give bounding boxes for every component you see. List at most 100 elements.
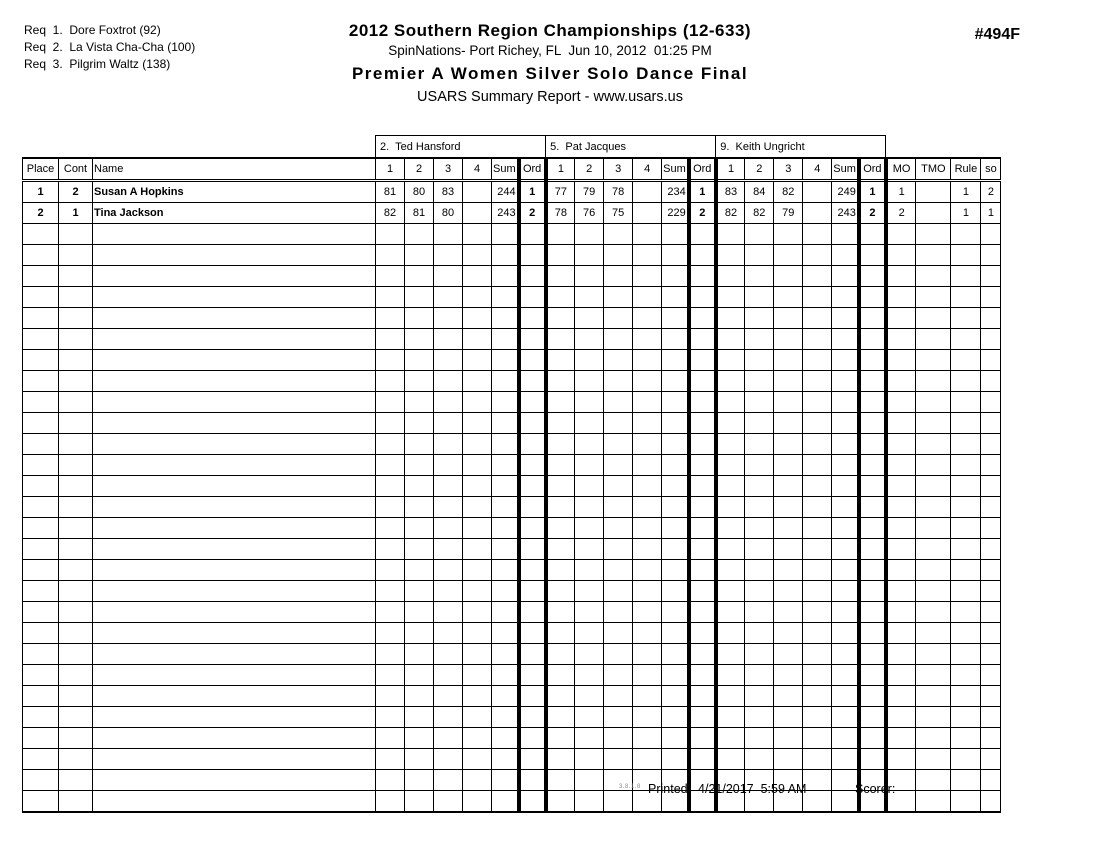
- score-cell: [632, 622, 663, 644]
- score-cell: [433, 706, 463, 728]
- score-cell: 82: [715, 202, 746, 224]
- rule-cell: [950, 391, 982, 413]
- name-cell: [92, 790, 376, 813]
- mo-cell: [885, 538, 917, 560]
- score-cell: 82: [744, 202, 775, 224]
- ord-cell: [856, 328, 888, 350]
- tmo-cell: [915, 349, 952, 371]
- so-cell: [980, 412, 1002, 434]
- score-cell: [715, 643, 746, 665]
- score-cell: [715, 601, 746, 623]
- ord-cell: [686, 664, 718, 686]
- ord-cell: [856, 286, 888, 308]
- score-cell: [632, 685, 663, 707]
- name-cell: [92, 580, 376, 602]
- score-cell: [574, 664, 605, 686]
- place-cell: [22, 433, 59, 455]
- score-cell: [433, 664, 463, 686]
- score-cell: [603, 370, 634, 392]
- so-cell: [980, 265, 1002, 287]
- sum-cell: 243: [490, 202, 520, 224]
- sum-cell: [490, 328, 520, 350]
- ord-cell: [516, 307, 548, 329]
- score-cell: [773, 475, 804, 497]
- sum-cell: [661, 664, 690, 686]
- score-cell: [433, 454, 463, 476]
- sum-cell: 234: [661, 180, 690, 203]
- score-cell: [545, 643, 576, 665]
- mo-cell: [885, 643, 917, 665]
- score-cell: [802, 685, 833, 707]
- table-row-empty: [22, 706, 1002, 728]
- event-number: #494F: [974, 26, 1020, 43]
- score-cell: 76: [574, 202, 605, 224]
- score-cell: [462, 202, 492, 224]
- score-cell: [744, 286, 775, 308]
- rule-cell: [950, 223, 982, 245]
- score-cell: [574, 475, 605, 497]
- score-cell: [375, 370, 405, 392]
- score-cell: [574, 412, 605, 434]
- score-cell: [574, 307, 605, 329]
- mo-cell: [885, 685, 917, 707]
- tmo-cell: [915, 748, 952, 770]
- score-cell: [744, 454, 775, 476]
- score-cell: [802, 643, 833, 665]
- sum-cell: [831, 748, 860, 770]
- tmo-cell: [915, 559, 952, 581]
- sum-cell: [661, 685, 690, 707]
- ord-cell: [516, 412, 548, 434]
- ord-cell: 2: [516, 202, 548, 224]
- score-cell: [404, 643, 434, 665]
- mo-cell: [885, 328, 917, 350]
- ord-cell: [856, 307, 888, 329]
- score-cell: [802, 349, 833, 371]
- table-row-empty: [22, 559, 1002, 581]
- table-row-empty: [22, 349, 1002, 371]
- ord-cell: [856, 685, 888, 707]
- cont-cell: [58, 559, 93, 581]
- score-cell: [603, 727, 634, 749]
- score-cell: [375, 748, 405, 770]
- place-cell: 2: [22, 202, 59, 224]
- cont-cell: [58, 370, 93, 392]
- rule-cell: [950, 349, 982, 371]
- score-cell: [802, 265, 833, 287]
- score-cell: [404, 685, 434, 707]
- so-cell: [980, 706, 1002, 728]
- sum-cell: [490, 622, 520, 644]
- sum-cell: [661, 307, 690, 329]
- score-cell: [404, 265, 434, 287]
- score-cell: [603, 223, 634, 245]
- ord-cell: 2: [686, 202, 718, 224]
- place-cell: [22, 580, 59, 602]
- score-cell: 80: [404, 180, 434, 203]
- score-cell: [603, 517, 634, 539]
- score-cell: [603, 748, 634, 770]
- score-cell: [603, 706, 634, 728]
- score-cell: [375, 307, 405, 329]
- championship-title: 2012 Southern Region Championships (12-6…: [348, 21, 752, 40]
- score-cell: [773, 538, 804, 560]
- mo-cell: [885, 580, 917, 602]
- score-cell: [433, 769, 463, 791]
- sum-cell: [831, 706, 860, 728]
- name-cell: [92, 349, 376, 371]
- rule-cell: [950, 727, 982, 749]
- mo-cell: [885, 496, 917, 518]
- place-cell: [22, 370, 59, 392]
- score-cell: [404, 475, 434, 497]
- table-row-empty: [22, 223, 1002, 245]
- score-cell: [574, 580, 605, 602]
- score-cell: 79: [773, 202, 804, 224]
- score-cell: [603, 559, 634, 581]
- so-cell: [980, 727, 1002, 749]
- score-cell: [632, 601, 663, 623]
- tmo-cell: [915, 517, 952, 539]
- sum-cell: [831, 517, 860, 539]
- score-cell: [375, 517, 405, 539]
- ord-cell: [856, 244, 888, 266]
- ord-cell: [686, 244, 718, 266]
- place-cell: [22, 559, 59, 581]
- ord-cell: [516, 517, 548, 539]
